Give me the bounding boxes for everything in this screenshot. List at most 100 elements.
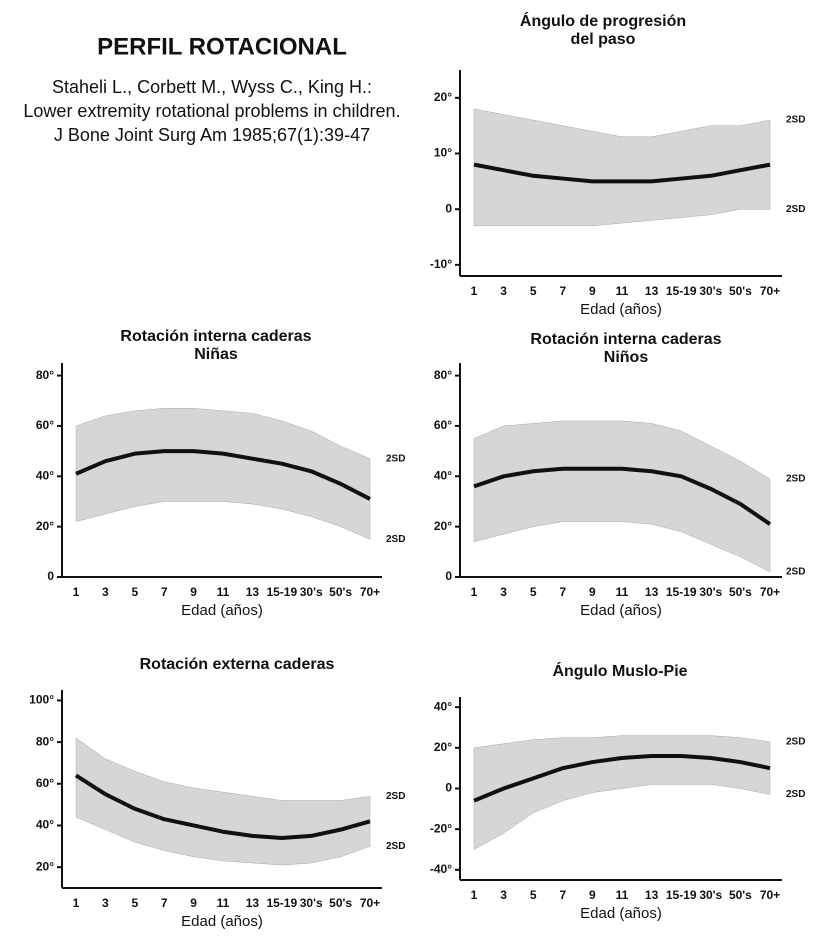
mean-line (75, 449, 371, 501)
annotation: 2SD (386, 841, 405, 852)
y-tick-label: 80° (36, 368, 54, 382)
y-tick-label: 80° (434, 368, 452, 382)
annotation: 2SD (786, 115, 805, 126)
x-tick-label: 50's (729, 284, 752, 298)
reference-line: Lower extremity rotational problems in c… (23, 101, 400, 121)
chart-title: Rotación interna caderas (530, 331, 721, 348)
y-tick-label: 40° (434, 468, 452, 482)
x-tick-label: 50's (729, 585, 752, 599)
chart-title: del paso (571, 31, 636, 48)
x-tick-label: 9 (589, 888, 596, 902)
mean-line (473, 753, 771, 803)
x-tick-label: 1 (73, 585, 80, 599)
x-tick-label: 70+ (760, 888, 780, 902)
y-tick-label: 20° (36, 519, 54, 533)
x-tick-label: 3 (102, 585, 109, 599)
x-tick-label: 9 (589, 585, 596, 599)
x-tick-label: 3 (102, 896, 109, 910)
annotation: 2SD (386, 791, 405, 802)
mean-line (473, 466, 772, 526)
chart-title: Niñas (194, 346, 238, 363)
y-tick-label: -10° (430, 257, 452, 271)
x-tick-label: 13 (645, 585, 659, 599)
x-tick-label: 1 (471, 888, 478, 902)
x-tick-label: 11 (616, 284, 629, 298)
x-axis-label: Edad (años) (580, 905, 662, 922)
x-tick-label: 1 (73, 896, 80, 910)
x-axis-label: Edad (años) (181, 913, 263, 930)
chart-title: Ángulo Muslo-Pie (552, 661, 687, 680)
x-tick-label: 3 (500, 585, 507, 599)
y-tick-label: 0 (445, 201, 452, 215)
x-tick-label: 7 (559, 888, 566, 902)
y-tick-label: -20° (430, 821, 452, 835)
chart-title: Niños (604, 349, 649, 366)
x-tick-label: 30's (300, 585, 323, 599)
x-tick-label: 15-19 (666, 888, 697, 902)
x-tick-label: 11 (616, 888, 629, 902)
x-tick-label: 11 (616, 585, 629, 599)
page-title: PERFIL ROTACIONAL (97, 33, 347, 60)
x-tick-label: 70+ (760, 585, 780, 599)
x-tick-label: 7 (161, 896, 168, 910)
y-tick-label: 100° (29, 693, 54, 707)
x-tick-label: 30's (699, 585, 722, 599)
x-tick-label: 1 (471, 585, 478, 599)
mean-line (473, 162, 771, 184)
y-tick-label: 20° (434, 740, 452, 754)
chart-title: Rotación interna caderas (120, 328, 311, 345)
x-tick-label: 15-19 (666, 284, 697, 298)
x-tick-label: 50's (729, 888, 752, 902)
sd-band (75, 737, 371, 866)
sd-band (75, 408, 371, 540)
x-tick-label: 7 (559, 585, 566, 599)
y-tick-label: 40° (434, 699, 452, 713)
y-tick-label: 0 (445, 781, 452, 795)
y-tick-label: 60° (434, 418, 452, 432)
x-tick-label: 9 (589, 284, 596, 298)
x-tick-label: 9 (190, 896, 197, 910)
reference-line: Staheli L., Corbett M., Wyss C., King H.… (52, 77, 372, 97)
x-tick-label: 30's (699, 284, 722, 298)
x-tick-label: 11 (217, 585, 230, 599)
x-tick-label: 70+ (760, 284, 780, 298)
x-tick-label: 30's (300, 896, 323, 910)
x-tick-label: 5 (530, 284, 537, 298)
reference-line: J Bone Joint Surg Am 1985;67(1):39-47 (54, 125, 370, 145)
x-axis-label: Edad (años) (580, 602, 662, 619)
x-tick-label: 15-19 (666, 585, 697, 599)
annotation: 2SD (786, 473, 805, 484)
x-tick-label: 70+ (360, 585, 380, 599)
x-tick-label: 5 (131, 896, 138, 910)
x-tick-label: 5 (131, 585, 138, 599)
chart-title: Ángulo de progresión (520, 11, 686, 30)
y-tick-label: -40° (430, 862, 452, 876)
x-tick-label: 50's (329, 585, 352, 599)
annotation: 2SD (386, 534, 405, 545)
x-axis-label: Edad (años) (580, 301, 662, 318)
x-tick-label: 3 (500, 888, 507, 902)
chart-title: Rotación externa caderas (140, 656, 335, 673)
x-tick-label: 7 (559, 284, 566, 298)
y-tick-label: 60° (36, 776, 54, 790)
mean-line (74, 773, 371, 840)
annotation: 2SD (386, 453, 405, 464)
y-tick-label: 80° (36, 734, 54, 748)
x-tick-label: 13 (645, 888, 659, 902)
sd-band (473, 735, 771, 850)
x-tick-label: 15-19 (266, 585, 297, 599)
y-tick-label: 0 (445, 569, 452, 583)
y-tick-label: 20° (434, 90, 452, 104)
annotation: 2SD (786, 789, 805, 800)
sd-band (473, 108, 771, 227)
sd-band (473, 420, 771, 573)
x-tick-label: 30's (699, 888, 722, 902)
x-tick-label: 70+ (360, 896, 380, 910)
x-tick-label: 50's (329, 896, 352, 910)
x-tick-label: 15-19 (266, 896, 297, 910)
x-tick-label: 9 (190, 585, 197, 599)
x-tick-label: 11 (217, 896, 230, 910)
x-tick-label: 3 (500, 284, 507, 298)
annotation: 2SD (786, 567, 805, 578)
x-tick-label: 7 (161, 585, 168, 599)
